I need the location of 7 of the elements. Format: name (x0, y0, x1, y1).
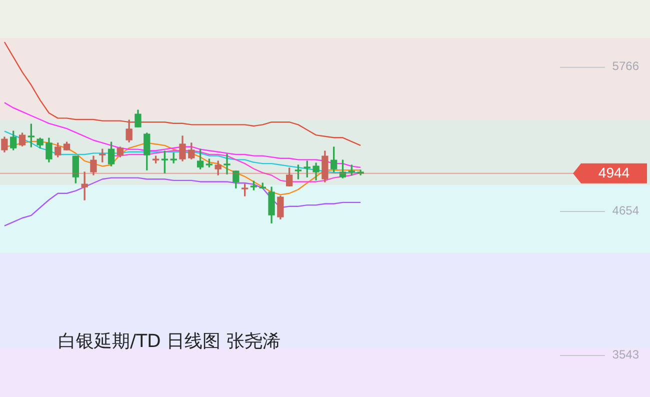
candlestick (81, 172, 88, 200)
y-tick-label: 4654 (612, 203, 640, 218)
candlestick (224, 154, 230, 174)
y-tick-label: 5766 (612, 59, 640, 74)
text: 白银延期/TD 日线图 张尧浠 (58, 330, 280, 353)
y-tick-label: 3543 (612, 347, 640, 362)
ref-line-label: 4944 (598, 164, 630, 180)
